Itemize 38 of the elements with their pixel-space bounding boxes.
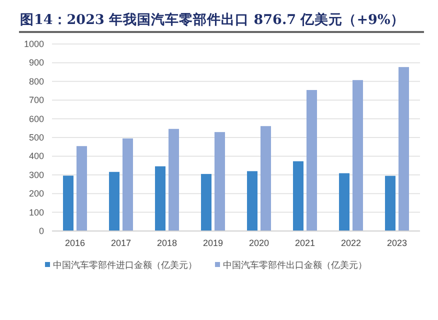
legend-label: 中国汽车零部件进口金额（亿美元） — [53, 260, 197, 271]
y-tick-label: 400 — [28, 151, 44, 162]
x-tick-label: 2019 — [202, 238, 224, 248]
y-tick-label: 0 — [38, 226, 44, 236]
bar — [122, 138, 133, 231]
bar — [168, 128, 179, 231]
y-tick-label: 800 — [28, 76, 44, 86]
bar — [306, 90, 317, 231]
y-tick-label: 300 — [28, 170, 44, 180]
x-tick-label: 2021 — [294, 238, 316, 248]
y-tick-label: 100 — [28, 207, 44, 218]
y-tick-label: 600 — [28, 114, 44, 124]
bar — [76, 146, 87, 231]
bar — [247, 171, 258, 231]
y-tick-label: 1000 — [24, 39, 44, 49]
x-tick-label: 2020 — [248, 238, 270, 248]
y-tick-label: 700 — [28, 95, 44, 106]
bar — [293, 161, 304, 231]
bar — [352, 80, 363, 231]
y-tick-label: 500 — [28, 132, 44, 142]
y-tick-label: 900 — [28, 58, 44, 68]
bar — [214, 132, 225, 231]
x-tick-label: 2023 — [386, 238, 408, 248]
bar — [63, 176, 74, 231]
bar — [385, 176, 396, 231]
bar — [109, 172, 120, 231]
legend-label: 中国汽车零部件出口金额（亿美元） — [223, 260, 367, 271]
x-tick-label: 2022 — [340, 238, 362, 248]
bar — [201, 174, 212, 231]
x-tick-label: 2018 — [156, 238, 178, 248]
bar — [339, 173, 350, 231]
x-tick-label: 2016 — [64, 238, 86, 248]
y-tick-label: 200 — [28, 188, 44, 199]
bar — [260, 126, 271, 231]
bar — [155, 166, 166, 231]
bar — [398, 67, 409, 231]
x-tick-label: 2017 — [110, 238, 132, 248]
chart-title: 图14：2023 年我国汽车零部件出口 876.7 亿美元（+9%） — [20, 11, 404, 28]
